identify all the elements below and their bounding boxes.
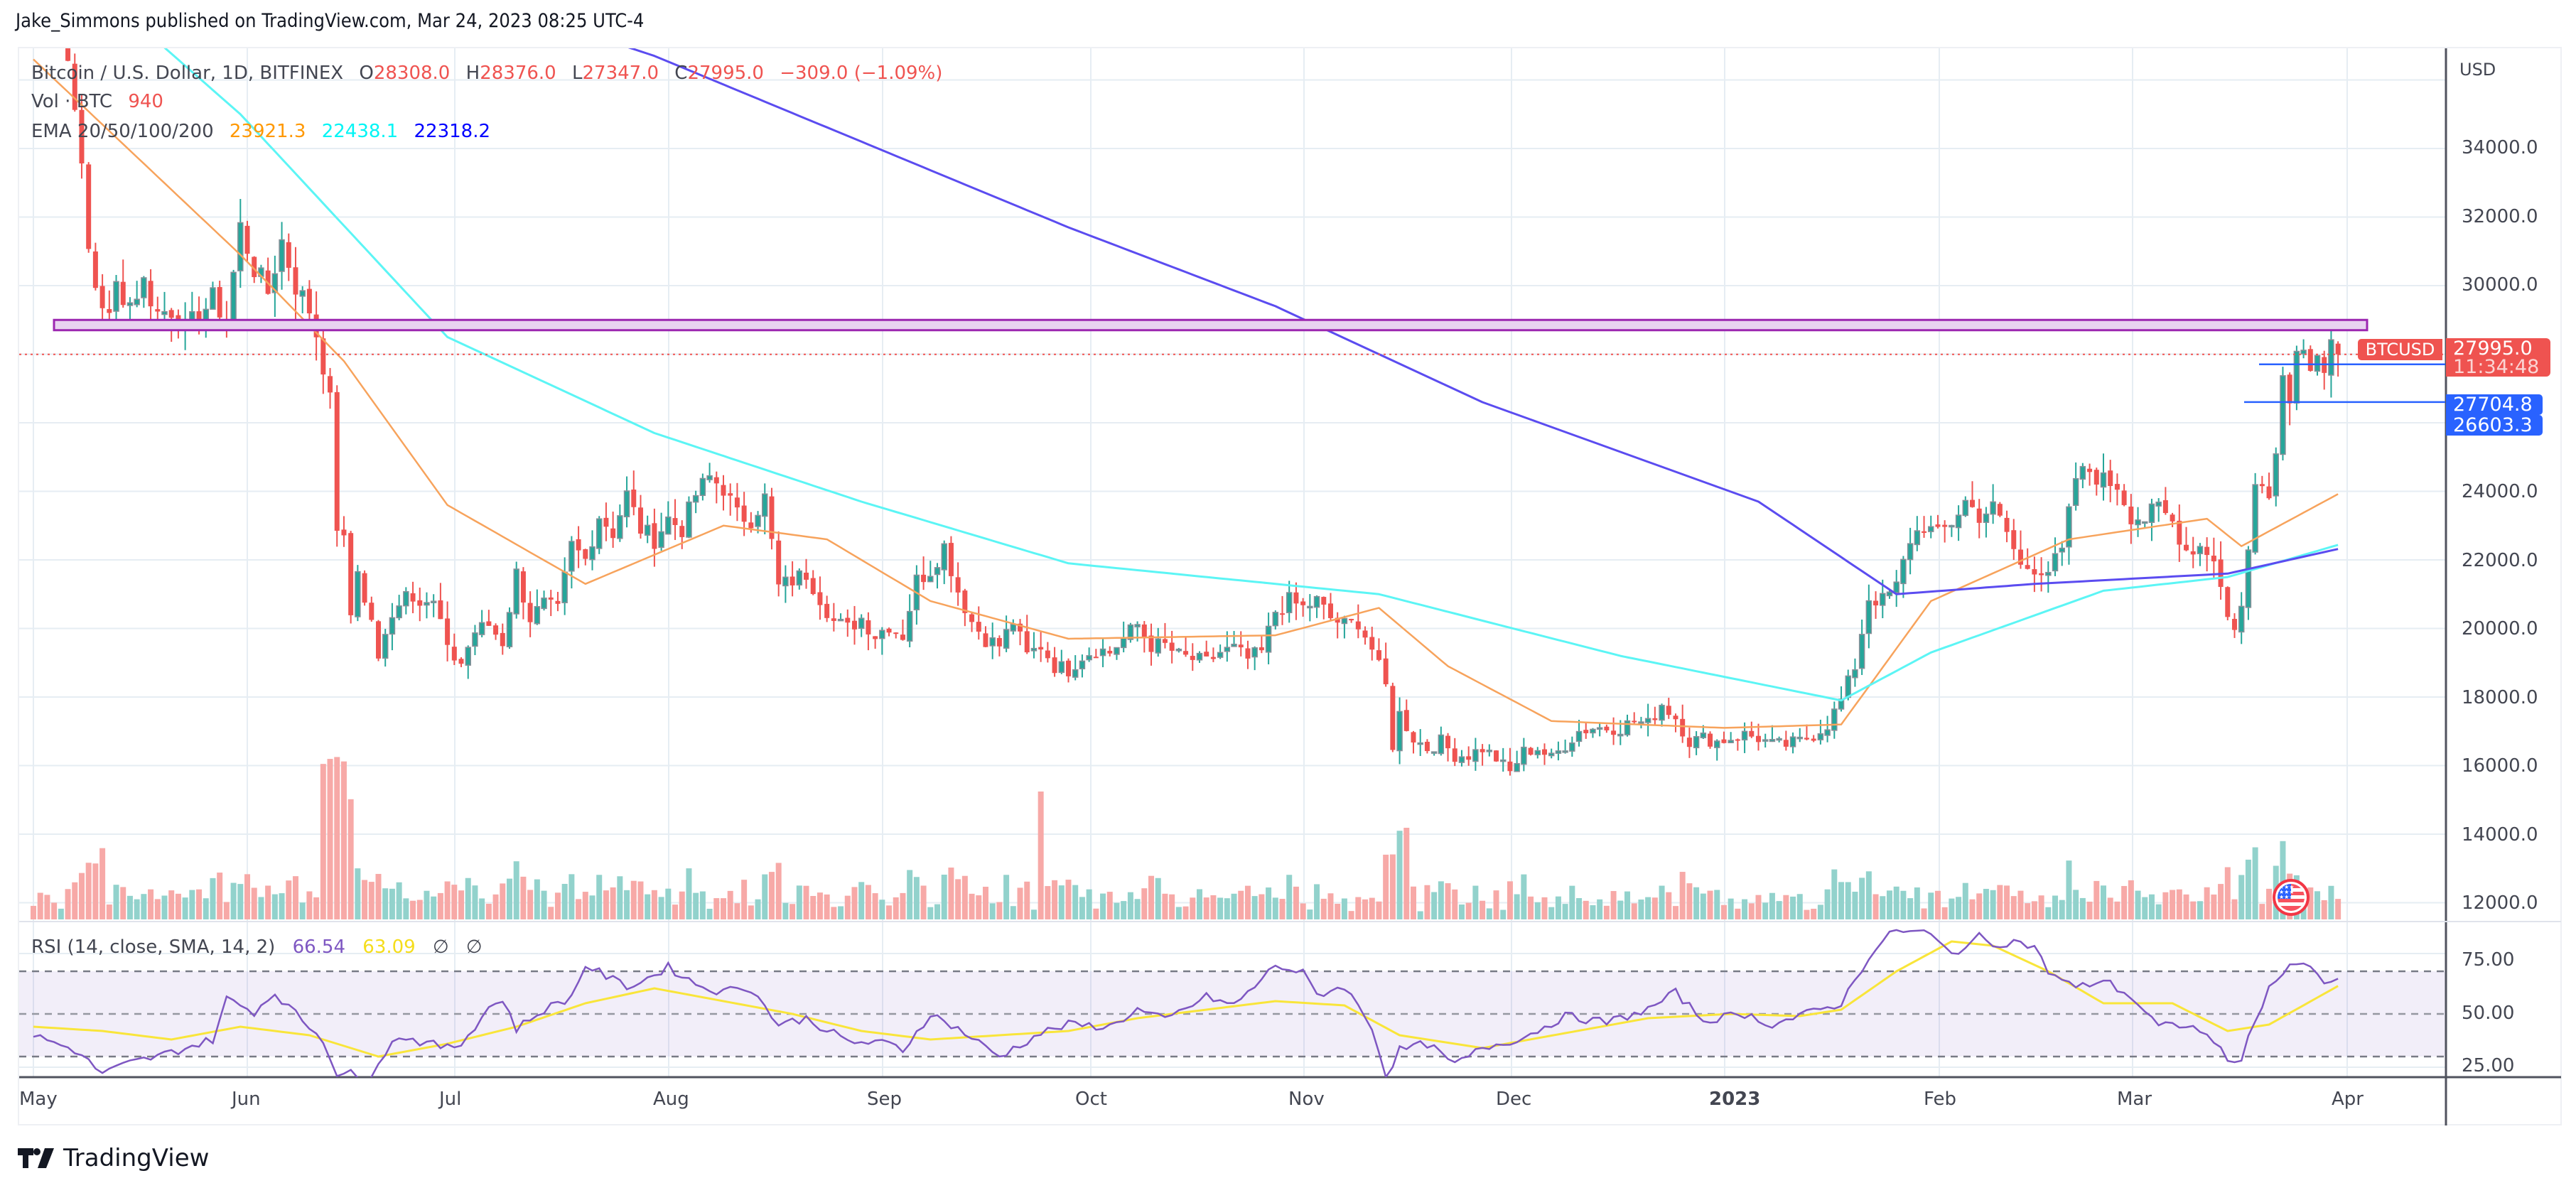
chart-frame <box>18 47 2562 1125</box>
last-price-tag: 27995.0 11:34:48 <box>2446 338 2550 377</box>
time-tick: Nov <box>1288 1089 1325 1110</box>
level-tag-1: 27704.8 <box>2446 394 2543 415</box>
volume-label[interactable]: Vol · BTC <box>31 91 113 112</box>
price-tick: 12000.0 <box>2462 892 2538 914</box>
price-tick: 30000.0 <box>2462 274 2538 296</box>
high-label: H <box>465 63 480 84</box>
volume-legend: Vol · BTC 940 <box>31 91 173 112</box>
ema-legend: EMA 20/50/100/200 23921.3 22438.1 22318.… <box>31 121 500 142</box>
time-tick: May <box>19 1089 58 1110</box>
price-tick: 34000.0 <box>2462 137 2538 158</box>
time-tick: 2023 <box>1709 1089 1761 1110</box>
time-tick: Apr <box>2332 1089 2364 1110</box>
low-label: L <box>571 63 583 84</box>
open-value: 28308.0 <box>373 63 451 84</box>
change-value: −309.0 (−1.09%) <box>780 63 943 84</box>
publish-header: Jake_Simmons published on TradingView.co… <box>16 10 645 32</box>
us-economic-event-icon[interactable]: ★★★ ★★★ ★★★ <box>2272 878 2310 917</box>
bar-countdown: 11:34:48 <box>2453 356 2540 378</box>
price-tick: 32000.0 <box>2462 206 2538 227</box>
high-value: 28376.0 <box>480 63 556 84</box>
last-price: 27995.0 <box>2453 338 2533 360</box>
rsi-tick: 25.00 <box>2462 1055 2515 1076</box>
ema100-value: 22318.2 <box>414 121 491 142</box>
symbol-legend: Bitcoin / U.S. Dollar, 1D, BITFINEX O283… <box>31 63 952 84</box>
price-tick: 24000.0 <box>2462 481 2538 502</box>
ema50-value: 22438.1 <box>321 121 399 142</box>
rsi-tick: 50.00 <box>2462 1003 2515 1024</box>
close-label: C <box>674 63 688 84</box>
svg-text:★★★: ★★★ <box>2279 884 2295 890</box>
tradingview-logo-icon <box>18 1148 54 1168</box>
time-tick: Mar <box>2117 1089 2152 1110</box>
rsi-tick: 75.00 <box>2462 949 2515 971</box>
symbol-title[interactable]: Bitcoin / U.S. Dollar, 1D, BITFINEX <box>31 63 344 84</box>
ema20-value: 23921.3 <box>229 121 306 142</box>
time-tick: Jun <box>232 1089 261 1110</box>
price-tick: 14000.0 <box>2462 824 2538 846</box>
price-tick: 18000.0 <box>2462 687 2538 708</box>
time-tick: Oct <box>1075 1089 1107 1110</box>
time-tick: Sep <box>867 1089 902 1110</box>
time-tick: Feb <box>1924 1089 1957 1110</box>
time-tick: Aug <box>653 1089 689 1110</box>
rsi-na-2: ∅ <box>465 936 483 958</box>
close-value: 27995.0 <box>687 63 764 84</box>
rsi-label[interactable]: RSI (14, close, SMA, 14, 2) <box>31 936 276 958</box>
price-tick: 16000.0 <box>2462 755 2538 777</box>
low-value: 27347.0 <box>582 63 659 84</box>
svg-text:★★★: ★★★ <box>2279 894 2295 900</box>
rsi-legend: RSI (14, close, SMA, 14, 2) 66.54 63.09 … <box>31 936 494 958</box>
price-tick: 20000.0 <box>2462 618 2538 639</box>
level-tag-2: 26603.3 <box>2446 415 2543 436</box>
tradingview-logo-text: TradingView <box>63 1144 210 1172</box>
volume-value: 940 <box>128 91 163 112</box>
svg-text:★★★: ★★★ <box>2279 889 2295 895</box>
open-label: O <box>359 63 374 84</box>
rsi-value: 66.54 <box>292 936 346 958</box>
price-tick: 22000.0 <box>2462 550 2538 571</box>
time-tick: Jul <box>439 1089 462 1110</box>
rsi-sma-value: 63.09 <box>362 936 416 958</box>
ema-label[interactable]: EMA 20/50/100/200 <box>31 121 214 142</box>
tradingview-logo[interactable]: TradingView <box>18 1144 209 1172</box>
time-tick: Dec <box>1496 1089 1532 1110</box>
symbol-tag: BTCUSD <box>2358 339 2442 360</box>
currency-label: USD <box>2459 60 2496 80</box>
rsi-na-1: ∅ <box>432 936 449 958</box>
